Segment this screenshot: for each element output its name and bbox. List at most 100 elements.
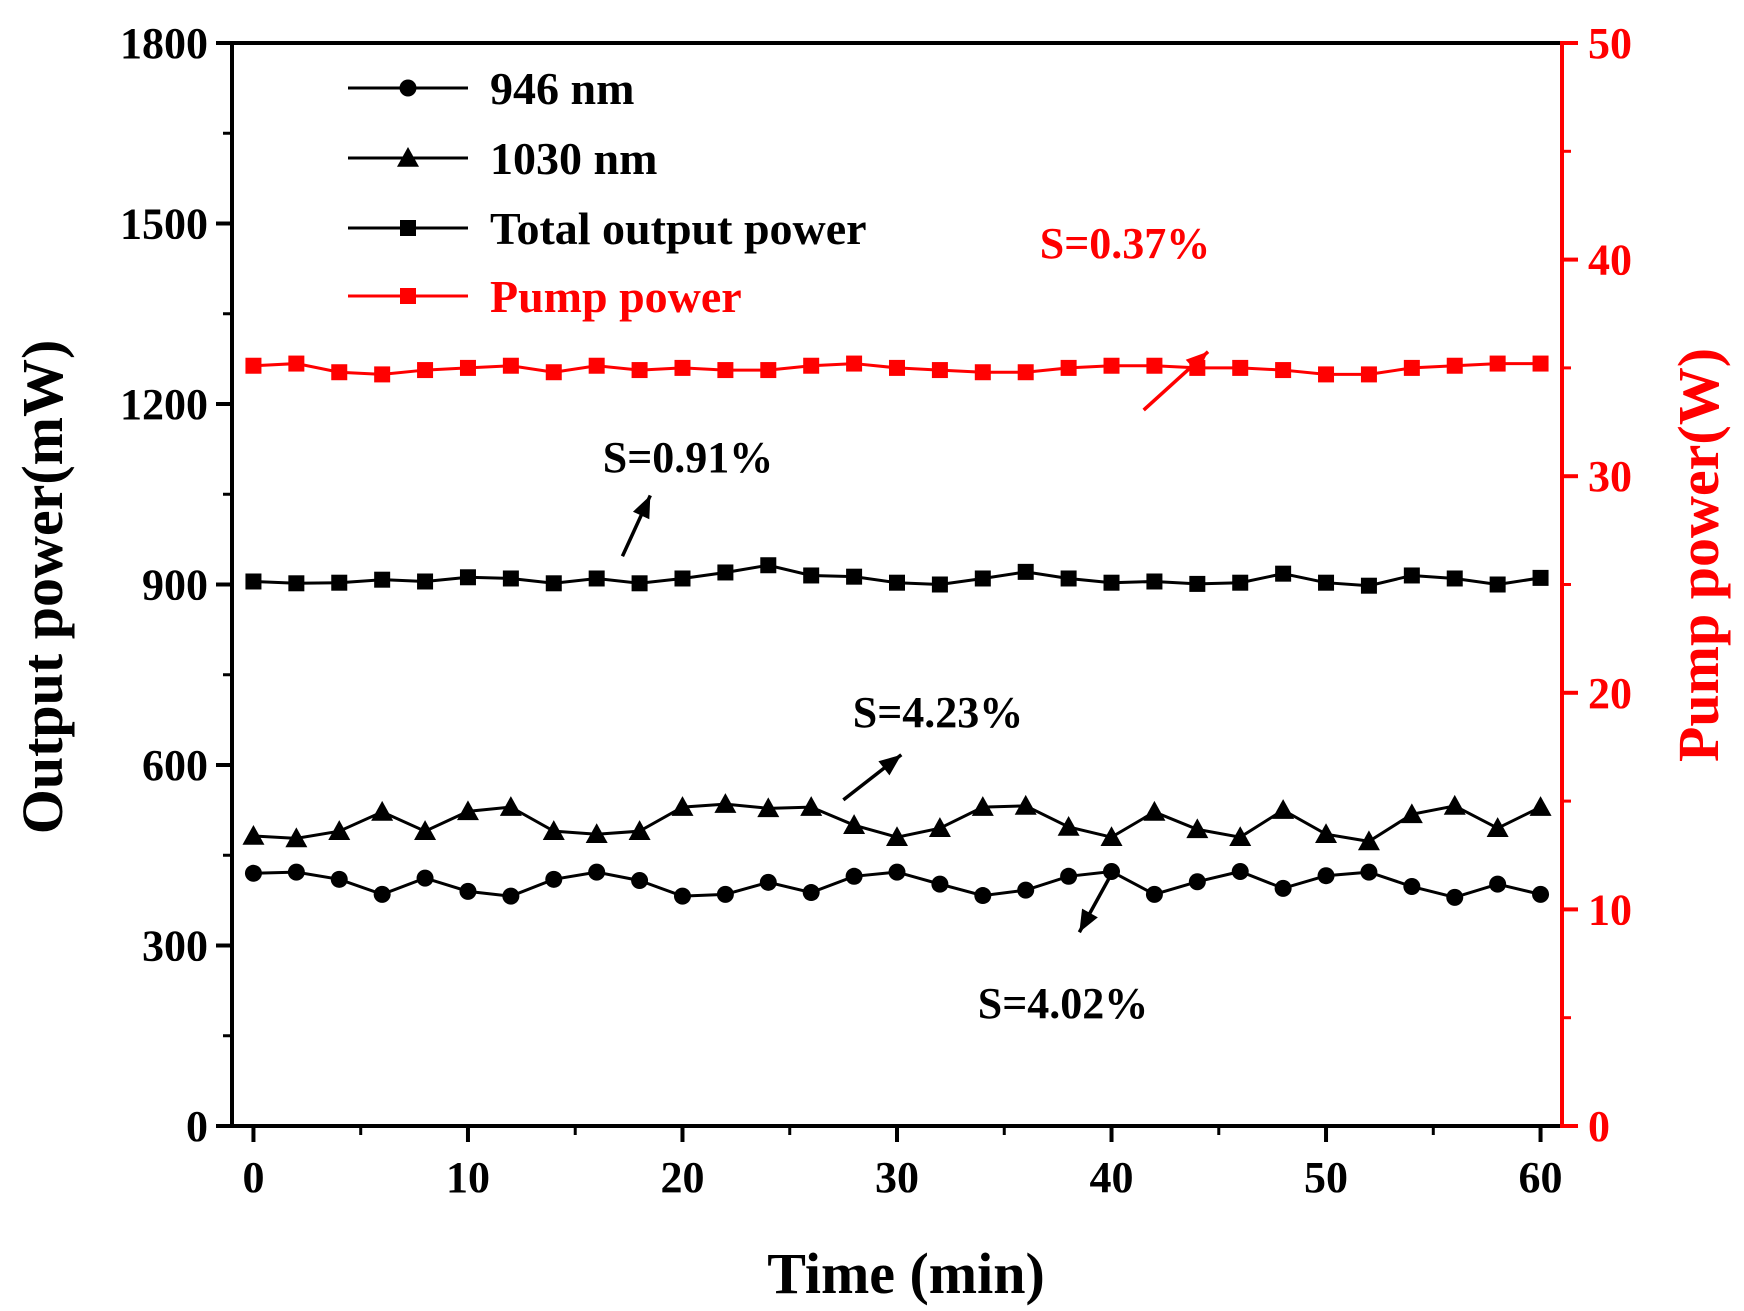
series-total-output-power — [245, 557, 1549, 594]
right-y-tick-label: 20 — [1588, 669, 1632, 718]
x-tick-label: 40 — [1090, 1153, 1134, 1202]
data-point-pump-power — [459, 359, 476, 376]
data-point-total-output-power — [760, 557, 777, 574]
data-point-1030-nm — [1100, 826, 1123, 846]
data-point-total-output-power — [674, 570, 691, 587]
x-tick-label: 30 — [875, 1153, 919, 1202]
data-point-946-nm — [974, 887, 992, 905]
annotation-layer: S=0.37% S=0.91% S=4.23% S=4.02% — [603, 219, 1211, 1028]
data-point-1030-nm — [1486, 817, 1509, 837]
data-point-pump-power — [1360, 366, 1377, 383]
x-tick-label: 50 — [1304, 1153, 1348, 1202]
x-tick-label: 20 — [660, 1153, 704, 1202]
data-point-total-output-power — [1403, 567, 1420, 584]
legend-swatch-marker — [400, 220, 416, 236]
left-y-axis-ticks: 0 300 600 900 1200 1500 1800 — [120, 19, 232, 1151]
data-point-pump-power — [931, 362, 948, 379]
right-y-tick-label: 30 — [1588, 452, 1632, 501]
data-point-total-output-power — [974, 570, 991, 587]
data-point-total-output-power — [631, 575, 648, 592]
series-946-nm — [244, 862, 1550, 906]
right-y-tick-label: 10 — [1588, 885, 1632, 934]
right-y-axis-ticks: 0 10 20 30 40 50 — [1562, 19, 1632, 1151]
data-point-946-nm — [330, 870, 348, 888]
legend-item-1030-nm: 1030 nm — [348, 133, 657, 184]
data-point-1030-nm — [886, 826, 908, 846]
legend-swatch-marker — [399, 79, 417, 97]
data-point-1030-nm — [328, 820, 351, 840]
data-point-total-output-power — [417, 573, 434, 590]
data-point-1030-nm — [499, 796, 522, 816]
legend-label: Pump power — [490, 271, 742, 322]
data-point-pump-power — [245, 357, 262, 374]
data-point-1030-nm — [542, 820, 565, 840]
data-point-pump-power — [1060, 359, 1077, 376]
data-point-1030-nm — [1229, 826, 1252, 846]
data-point-946-nm — [845, 867, 863, 885]
data-point-total-output-power — [1532, 569, 1549, 586]
data-point-total-output-power — [1318, 574, 1335, 591]
data-point-pump-power — [374, 366, 391, 383]
data-point-total-output-power — [288, 575, 305, 592]
series-1030-nm — [242, 793, 1552, 851]
legend-label: 946 nm — [490, 63, 634, 114]
left-y-axis-title: Output power(mW) — [10, 340, 75, 835]
legend-label: 1030 nm — [490, 133, 657, 184]
data-point-pump-power — [974, 364, 991, 381]
data-point-pump-power — [889, 359, 905, 376]
left-y-tick-label: 0 — [186, 1102, 208, 1151]
data-point-1030-nm — [585, 823, 608, 843]
data-point-1030-nm — [1186, 818, 1209, 839]
legend-item-pump-power: Pump power — [348, 271, 742, 322]
data-point-946-nm — [888, 863, 906, 881]
data-point-946-nm — [673, 887, 691, 905]
x-tick-label: 60 — [1519, 1153, 1563, 1202]
data-point-pump-power — [588, 357, 605, 374]
data-point-1030-nm — [1529, 796, 1552, 816]
data-point-946-nm — [1188, 873, 1206, 891]
data-point-total-output-power — [1360, 577, 1377, 594]
data-point-946-nm — [1403, 878, 1421, 896]
data-point-946-nm — [1489, 875, 1507, 893]
data-point-total-output-power — [717, 564, 734, 581]
data-point-1030-nm — [371, 800, 394, 821]
data-point-946-nm — [1017, 881, 1035, 899]
data-point-total-output-power — [1146, 573, 1163, 590]
data-point-1030-nm — [242, 824, 265, 845]
data-point-pump-power — [1403, 359, 1420, 376]
x-tick-label: 0 — [242, 1153, 264, 1202]
data-point-pump-power — [631, 362, 648, 379]
data-point-total-output-power — [1489, 576, 1506, 593]
annotation-arrow-head — [1079, 908, 1098, 933]
data-point-946-nm — [1145, 885, 1163, 903]
data-point-total-output-power — [1017, 563, 1034, 580]
left-y-tick-label: 300 — [142, 922, 208, 971]
data-point-946-nm — [716, 885, 734, 903]
data-point-1030-nm — [456, 800, 479, 821]
data-point-pump-power — [674, 359, 691, 376]
legend: 946 nm 1030 nm Total output power Pump powe… — [348, 63, 867, 322]
data-point-pump-power — [1232, 359, 1249, 376]
data-point-total-output-power — [1060, 570, 1077, 587]
data-point-1030-nm — [628, 820, 651, 840]
data-point-946-nm — [1274, 879, 1292, 897]
right-y-tick-label: 50 — [1588, 19, 1632, 68]
data-point-1030-nm — [843, 814, 866, 834]
data-point-pump-power — [717, 362, 734, 379]
data-point-946-nm — [759, 873, 777, 891]
data-point-946-nm — [502, 887, 520, 905]
data-point-total-output-power — [1189, 575, 1206, 592]
right-y-tick-label: 40 — [1588, 236, 1632, 285]
data-point-1030-nm — [1272, 799, 1295, 819]
series-pump-power — [245, 355, 1549, 383]
data-point-946-nm — [1060, 867, 1078, 885]
left-y-tick-label: 1800 — [120, 19, 208, 68]
data-point-pump-power — [417, 362, 434, 379]
data-point-pump-power — [545, 364, 562, 381]
data-point-pump-power — [1318, 366, 1335, 383]
data-point-946-nm — [416, 869, 434, 887]
right-y-tick-label: 0 — [1588, 1102, 1610, 1151]
data-point-946-nm — [1360, 863, 1378, 881]
annotation-label: S=0.37% — [1040, 219, 1211, 268]
x-axis-ticks: 0 10 20 30 40 50 60 — [242, 1126, 1563, 1202]
